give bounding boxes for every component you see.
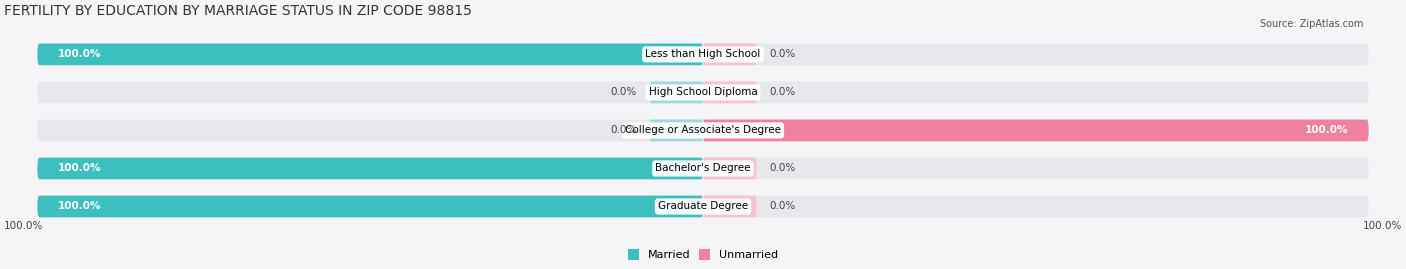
Text: 100.0%: 100.0% — [4, 221, 44, 231]
FancyBboxPatch shape — [38, 158, 1368, 179]
Text: College or Associate's Degree: College or Associate's Degree — [626, 125, 780, 135]
FancyBboxPatch shape — [703, 196, 756, 217]
Text: 100.0%: 100.0% — [58, 49, 101, 59]
Text: Source: ZipAtlas.com: Source: ZipAtlas.com — [1260, 19, 1364, 29]
FancyBboxPatch shape — [703, 82, 756, 103]
Text: 0.0%: 0.0% — [769, 201, 796, 211]
FancyBboxPatch shape — [703, 44, 756, 65]
FancyBboxPatch shape — [650, 82, 703, 103]
Text: 100.0%: 100.0% — [1362, 221, 1402, 231]
Text: High School Diploma: High School Diploma — [648, 87, 758, 97]
Text: 0.0%: 0.0% — [610, 125, 637, 135]
FancyBboxPatch shape — [38, 120, 1368, 141]
FancyBboxPatch shape — [38, 44, 703, 65]
FancyBboxPatch shape — [650, 120, 703, 141]
Text: Less than High School: Less than High School — [645, 49, 761, 59]
FancyBboxPatch shape — [38, 196, 703, 217]
Text: 100.0%: 100.0% — [58, 201, 101, 211]
Text: 0.0%: 0.0% — [769, 49, 796, 59]
Text: 0.0%: 0.0% — [769, 164, 796, 174]
Legend: Married, Unmarried: Married, Unmarried — [623, 244, 783, 264]
FancyBboxPatch shape — [38, 82, 1368, 103]
Text: Bachelor's Degree: Bachelor's Degree — [655, 164, 751, 174]
Text: 0.0%: 0.0% — [769, 87, 796, 97]
FancyBboxPatch shape — [38, 158, 703, 179]
FancyBboxPatch shape — [703, 120, 1368, 141]
Text: 0.0%: 0.0% — [610, 87, 637, 97]
Text: 100.0%: 100.0% — [1305, 125, 1348, 135]
FancyBboxPatch shape — [38, 44, 1368, 65]
Text: Graduate Degree: Graduate Degree — [658, 201, 748, 211]
FancyBboxPatch shape — [38, 196, 1368, 217]
Text: 100.0%: 100.0% — [58, 164, 101, 174]
Text: FERTILITY BY EDUCATION BY MARRIAGE STATUS IN ZIP CODE 98815: FERTILITY BY EDUCATION BY MARRIAGE STATU… — [4, 4, 472, 18]
FancyBboxPatch shape — [703, 158, 756, 179]
